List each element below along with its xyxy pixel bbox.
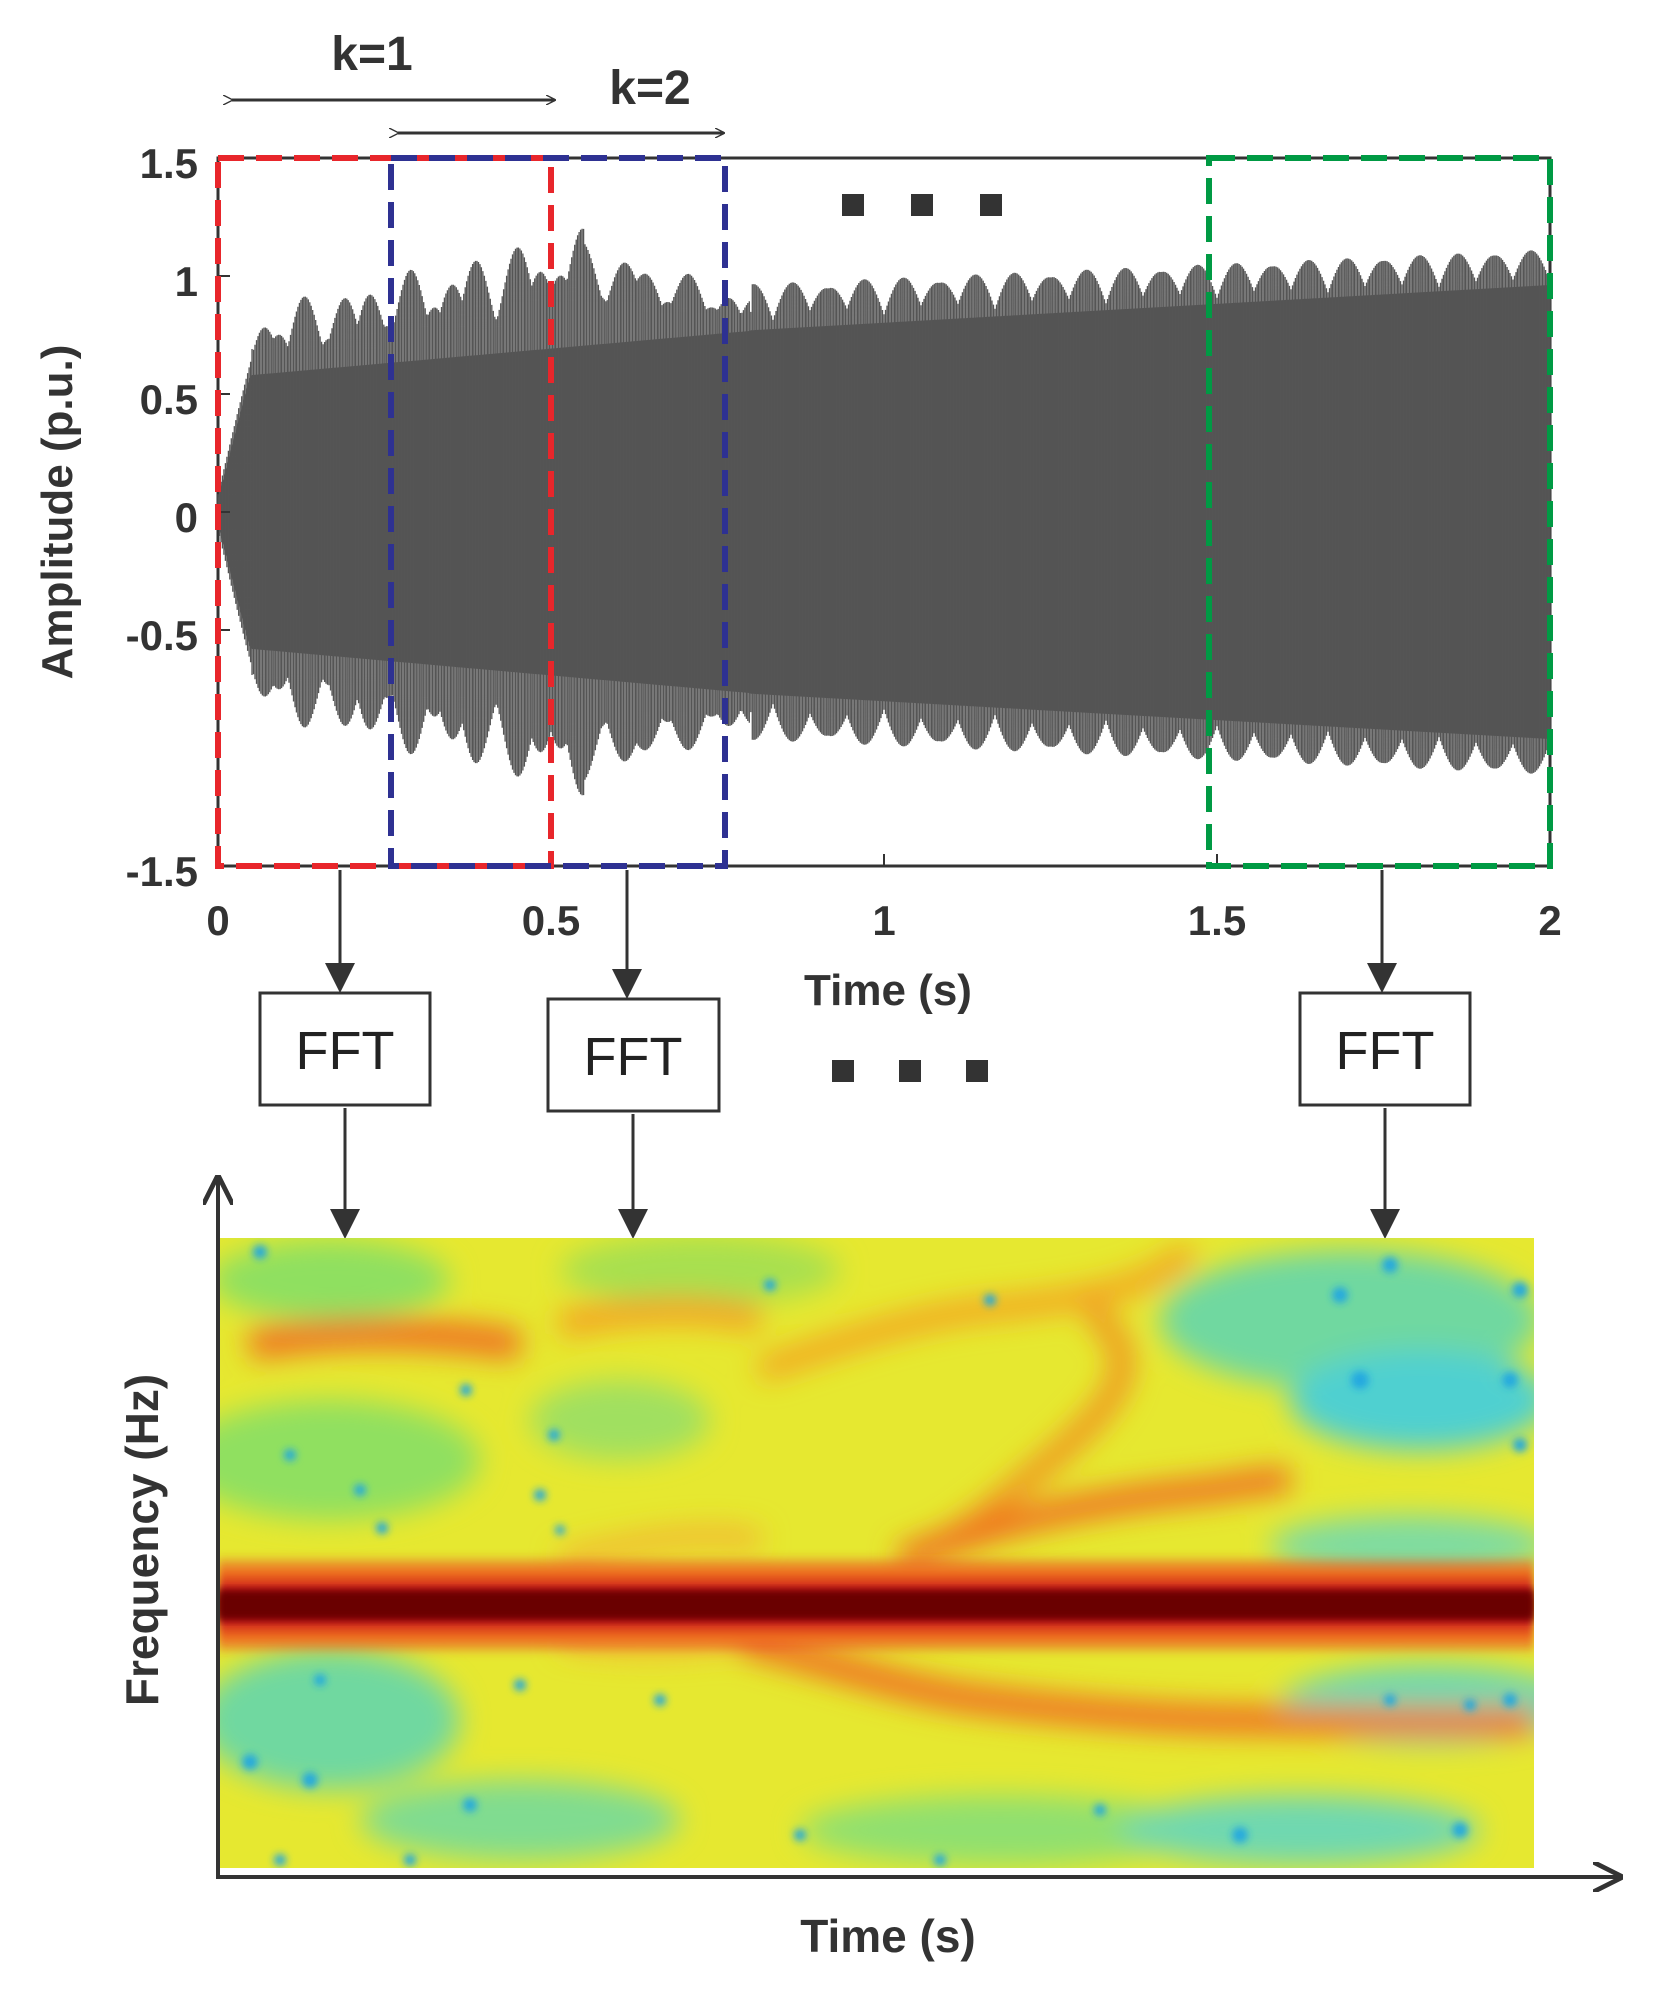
signal-oscillation bbox=[217, 228, 1551, 796]
x-tick-label: 1 bbox=[872, 897, 895, 944]
spectrogram bbox=[218, 1238, 1534, 1868]
k2-label: k=2 bbox=[609, 62, 690, 115]
window-red bbox=[215, 155, 554, 869]
x-tick-label: 0 bbox=[206, 897, 229, 944]
y-tick-label: -1.5 bbox=[126, 848, 198, 895]
y-axis-label: Amplitude (p.u.) bbox=[33, 345, 82, 680]
y-tick-label: 0 bbox=[175, 494, 198, 541]
amplitude-chart bbox=[216, 156, 1552, 868]
y-tick-label: -0.5 bbox=[126, 612, 198, 659]
spectrogram-y-label: Frequency (Hz) bbox=[116, 1374, 168, 1706]
ellipsis-icon bbox=[842, 194, 1002, 216]
spectrogram-x-label: Time (s) bbox=[800, 1910, 976, 1962]
window-green bbox=[1206, 155, 1553, 869]
ellipsis-icon bbox=[832, 1060, 988, 1082]
k1-label: k=1 bbox=[331, 28, 412, 81]
fft-label: FFT bbox=[584, 1027, 683, 1087]
x-tick-label: 0.5 bbox=[522, 897, 580, 944]
fft-box-3: FFT bbox=[1298, 991, 1472, 1107]
window-blue bbox=[388, 155, 728, 869]
fft-label: FFT bbox=[1336, 1021, 1435, 1081]
x-tick-label: 1.5 bbox=[1188, 897, 1246, 944]
x-axis-label: Time (s) bbox=[804, 966, 972, 1015]
fft-box-1: FFT bbox=[258, 991, 432, 1107]
y-tick-label: 1 bbox=[175, 258, 198, 305]
y-tick-label: 1.5 bbox=[140, 140, 198, 187]
fft-box-2: FFT bbox=[546, 997, 721, 1113]
x-tick-label: 2 bbox=[1538, 897, 1561, 944]
y-tick-label: 0.5 bbox=[140, 376, 198, 423]
fft-label: FFT bbox=[296, 1021, 395, 1081]
signal-waveform bbox=[217, 228, 1551, 796]
